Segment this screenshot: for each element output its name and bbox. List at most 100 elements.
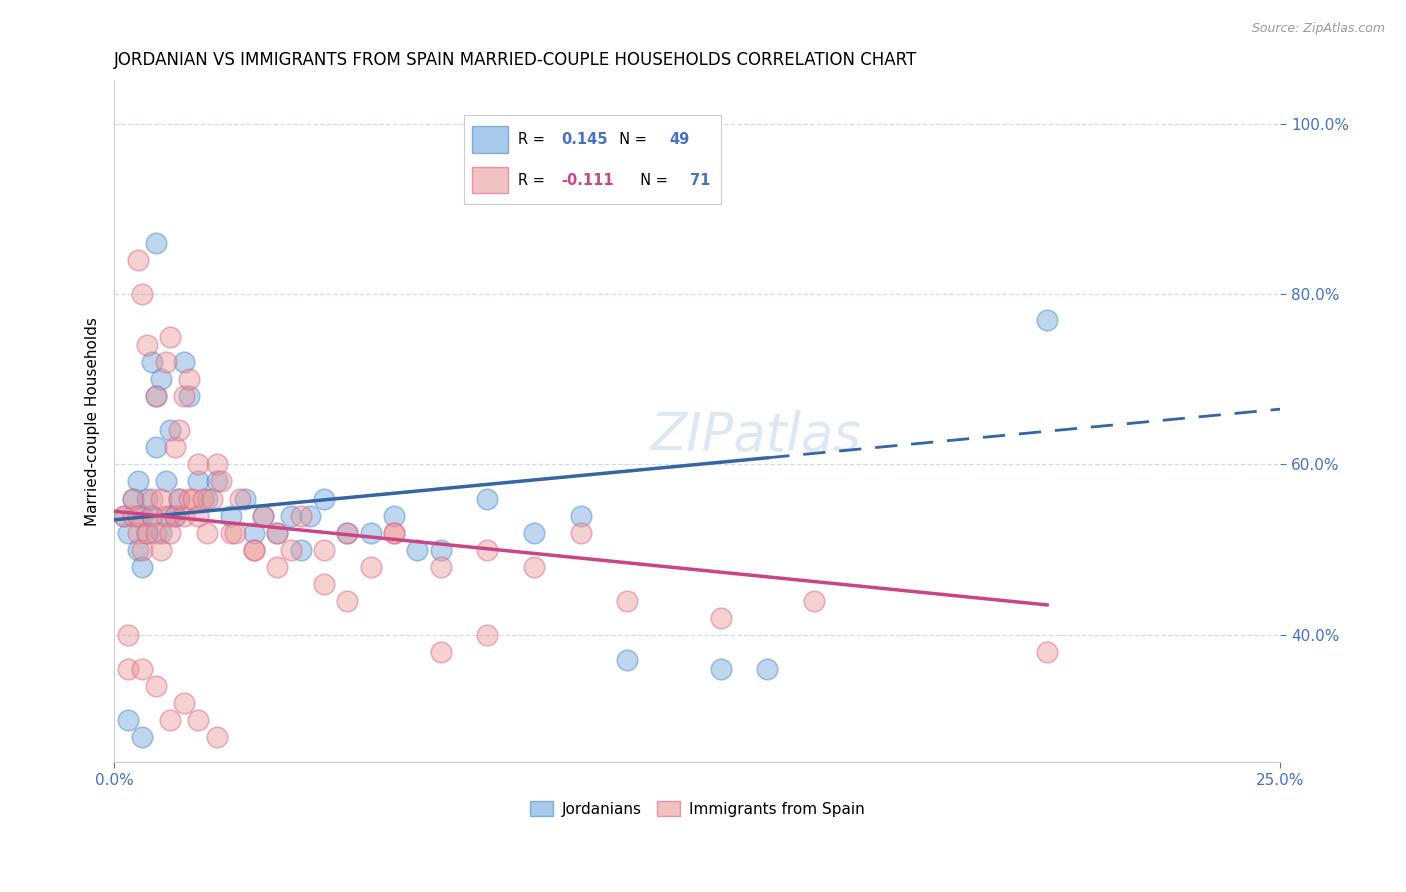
Point (159, 424, 181, 438)
Point (229, 491, 252, 506)
Point (191, 491, 214, 506)
Point (121, 491, 143, 506)
Point (169, 424, 191, 438)
Text: JORDANIAN VS IMMIGRANTS FROM SPAIN MARRIED-COUPLE HOUSEHOLDS CORRELATION CHART: JORDANIAN VS IMMIGRANTS FROM SPAIN MARRI… (114, 51, 918, 69)
Point (131, 287, 153, 301)
Point (155, 355, 177, 369)
Point (121, 508, 143, 523)
Point (163, 441, 186, 455)
Point (233, 491, 256, 506)
Point (280, 508, 302, 523)
Point (710, 662, 733, 676)
Point (252, 508, 274, 523)
Point (145, 389, 167, 403)
Point (314, 576, 336, 591)
Point (243, 542, 266, 557)
Point (149, 491, 172, 506)
Point (149, 525, 172, 540)
Point (477, 542, 499, 557)
Point (112, 508, 135, 523)
Point (121, 491, 143, 506)
Point (360, 525, 382, 540)
Point (127, 525, 149, 540)
Point (173, 389, 195, 403)
Point (187, 713, 209, 727)
Point (135, 491, 157, 506)
Point (290, 542, 312, 557)
Point (205, 730, 228, 744)
Point (336, 593, 359, 607)
Point (141, 355, 163, 369)
Point (429, 559, 451, 574)
Point (224, 525, 246, 540)
Point (266, 525, 288, 540)
Point (117, 662, 139, 676)
Point (243, 525, 266, 540)
Point (314, 491, 336, 506)
Point (112, 508, 135, 523)
Text: ZIPatlas: ZIPatlas (650, 409, 860, 461)
Point (406, 542, 429, 557)
Point (141, 491, 163, 506)
Point (145, 236, 167, 251)
Point (803, 593, 825, 607)
Point (187, 475, 209, 489)
Point (211, 475, 233, 489)
Point (205, 458, 228, 472)
Point (149, 372, 172, 386)
Point (266, 559, 288, 574)
Point (429, 542, 451, 557)
Point (280, 542, 302, 557)
Text: Source: ZipAtlas.com: Source: ZipAtlas.com (1251, 22, 1385, 36)
Point (155, 475, 177, 489)
Point (169, 491, 191, 506)
Point (141, 508, 163, 523)
Point (145, 441, 167, 455)
Point (135, 525, 157, 540)
Point (177, 389, 200, 403)
Point (336, 525, 359, 540)
Point (117, 525, 139, 540)
Point (169, 491, 191, 506)
Point (135, 525, 157, 540)
Point (163, 508, 186, 523)
Point (290, 508, 312, 523)
Point (127, 542, 149, 557)
Point (131, 542, 153, 557)
Point (523, 525, 546, 540)
Point (131, 662, 153, 676)
Point (205, 475, 228, 489)
Point (429, 645, 451, 659)
Point (159, 508, 181, 523)
Point (616, 653, 638, 667)
Point (145, 389, 167, 403)
Point (131, 508, 153, 523)
Point (219, 525, 242, 540)
Point (131, 730, 153, 744)
Point (382, 508, 405, 523)
Point (382, 525, 405, 540)
Point (117, 628, 139, 642)
Point (756, 662, 779, 676)
Point (127, 253, 149, 268)
Point (197, 525, 219, 540)
Point (173, 508, 195, 523)
Point (127, 508, 149, 523)
Point (201, 491, 224, 506)
Point (135, 338, 157, 352)
Point (149, 542, 172, 557)
Point (197, 491, 219, 506)
Point (187, 508, 209, 523)
Point (127, 475, 149, 489)
Y-axis label: Married-couple Households: Married-couple Households (86, 318, 100, 526)
Point (145, 525, 167, 540)
Point (173, 696, 195, 710)
Point (252, 508, 274, 523)
Point (569, 508, 592, 523)
Point (183, 491, 205, 506)
Point (314, 542, 336, 557)
Point (219, 508, 242, 523)
Point (382, 525, 405, 540)
Point (336, 525, 359, 540)
Point (360, 559, 382, 574)
